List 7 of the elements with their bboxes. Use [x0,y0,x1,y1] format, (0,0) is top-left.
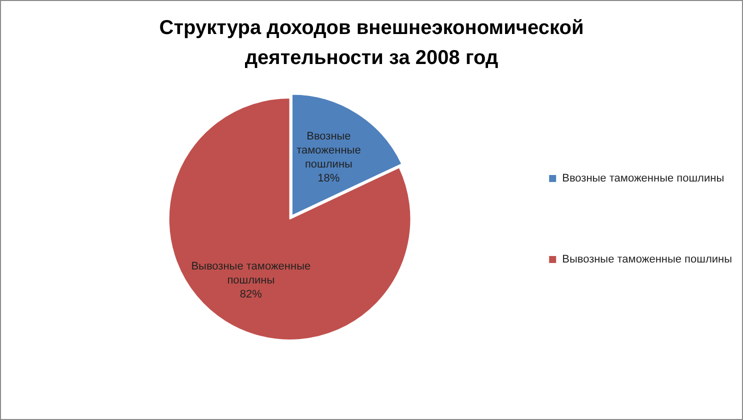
slice-label: Вывозные таможенные пошлины [191,260,311,286]
slice-label: Ввозные таможенные пошлины [296,130,361,171]
data-label: 82% [240,288,262,300]
data-label: 18% [318,172,340,185]
chart-title: Структура доходов внешнеэкономической деятельности за 2008 год [158,16,585,71]
legend-label: Вывозные таможенные пошлины [562,254,732,266]
legend-label: Ввозные таможенные пошлины [562,172,724,185]
